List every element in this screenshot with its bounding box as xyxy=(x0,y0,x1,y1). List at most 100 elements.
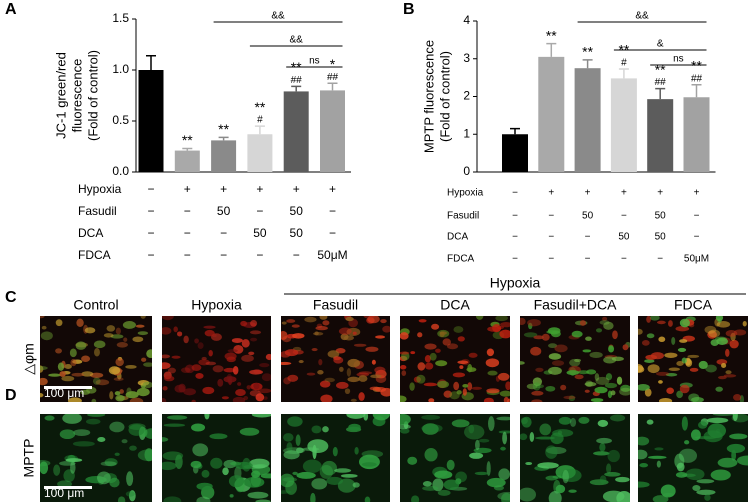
cell xyxy=(687,354,700,358)
cell xyxy=(202,386,215,395)
cell xyxy=(222,467,229,476)
cell xyxy=(62,414,82,424)
treatment-cell: − xyxy=(256,204,263,218)
bar xyxy=(574,68,601,172)
cell xyxy=(638,328,643,335)
cell xyxy=(298,360,304,364)
cell xyxy=(103,333,114,338)
cell xyxy=(234,461,253,470)
cell xyxy=(432,478,444,492)
cell xyxy=(654,447,664,451)
row-label-g: MPTP xyxy=(21,439,37,478)
cell xyxy=(658,398,673,402)
cell xyxy=(696,479,715,484)
cell xyxy=(469,452,484,459)
cell xyxy=(641,339,650,346)
cell xyxy=(684,440,690,445)
treatment-cell: + xyxy=(548,188,554,199)
cell xyxy=(464,424,485,440)
cell xyxy=(595,328,603,333)
error-bar xyxy=(618,68,629,79)
cell xyxy=(455,471,467,483)
cell xyxy=(143,362,152,367)
cell xyxy=(523,332,538,338)
bar xyxy=(502,134,528,172)
cell xyxy=(249,330,262,335)
cell xyxy=(400,424,411,430)
cell xyxy=(400,395,407,402)
cell xyxy=(41,325,47,330)
cell xyxy=(324,377,335,383)
column-label: Fasudil+DCA xyxy=(534,297,618,313)
row-label-g: △φm xyxy=(21,343,37,375)
cell xyxy=(358,375,368,382)
treatment-cell: 50 xyxy=(253,226,267,240)
treatment-name: Fasudil xyxy=(78,204,117,218)
cell xyxy=(318,358,323,366)
comparison-label: & xyxy=(657,39,664,50)
cell xyxy=(443,479,460,491)
cell xyxy=(400,332,409,340)
cell xyxy=(539,423,552,436)
cell xyxy=(707,423,727,439)
significance-label: * xyxy=(330,56,336,72)
cell xyxy=(619,387,630,396)
micrograph xyxy=(162,316,271,402)
cell xyxy=(459,365,464,370)
error-bar xyxy=(146,54,156,70)
cell xyxy=(706,417,729,424)
micrograph xyxy=(400,414,510,502)
treatment-name: FDCA xyxy=(447,254,475,265)
cell xyxy=(568,395,576,402)
cell xyxy=(363,414,369,421)
cell xyxy=(85,418,101,425)
significance-label: # xyxy=(257,115,263,126)
cell xyxy=(286,442,293,453)
bar xyxy=(683,97,710,172)
cell xyxy=(374,366,386,374)
cell xyxy=(97,471,111,485)
cell xyxy=(333,356,344,364)
cell xyxy=(108,366,121,375)
cell xyxy=(726,443,746,453)
cell xyxy=(610,414,626,422)
cell xyxy=(283,433,294,442)
cell xyxy=(603,321,614,330)
cell xyxy=(400,365,407,370)
significance-label: ** xyxy=(182,132,193,148)
cell xyxy=(382,325,390,333)
cell xyxy=(644,359,655,363)
column-label: DCA xyxy=(440,297,470,313)
cell xyxy=(87,414,106,417)
cell xyxy=(227,349,238,353)
cell xyxy=(265,353,271,361)
cell xyxy=(375,335,386,339)
treatment-name: FDCA xyxy=(78,248,111,262)
panel-letter: C xyxy=(5,289,17,306)
significance-label: ## xyxy=(655,77,667,88)
cell xyxy=(348,423,361,431)
comparison-label: && xyxy=(290,35,304,46)
cell xyxy=(109,391,114,400)
cell xyxy=(666,387,674,395)
cell xyxy=(135,324,145,328)
cell xyxy=(496,416,510,421)
cell xyxy=(520,317,526,325)
y-axis-label-line: (Fold of control) xyxy=(85,50,100,141)
error-bar xyxy=(327,82,338,91)
cell xyxy=(232,366,239,375)
treatment-cell: − xyxy=(184,226,191,240)
cell xyxy=(340,333,349,341)
significance-label: ** xyxy=(582,44,593,60)
row-label: MPTP xyxy=(21,439,37,478)
cell xyxy=(698,360,708,370)
cell xyxy=(59,371,66,377)
cell xyxy=(94,348,100,357)
cell xyxy=(178,383,186,393)
cell xyxy=(500,446,506,451)
cell xyxy=(593,451,610,456)
cell xyxy=(137,331,149,336)
cell xyxy=(361,462,377,467)
cell xyxy=(725,348,730,357)
cell xyxy=(210,457,223,469)
